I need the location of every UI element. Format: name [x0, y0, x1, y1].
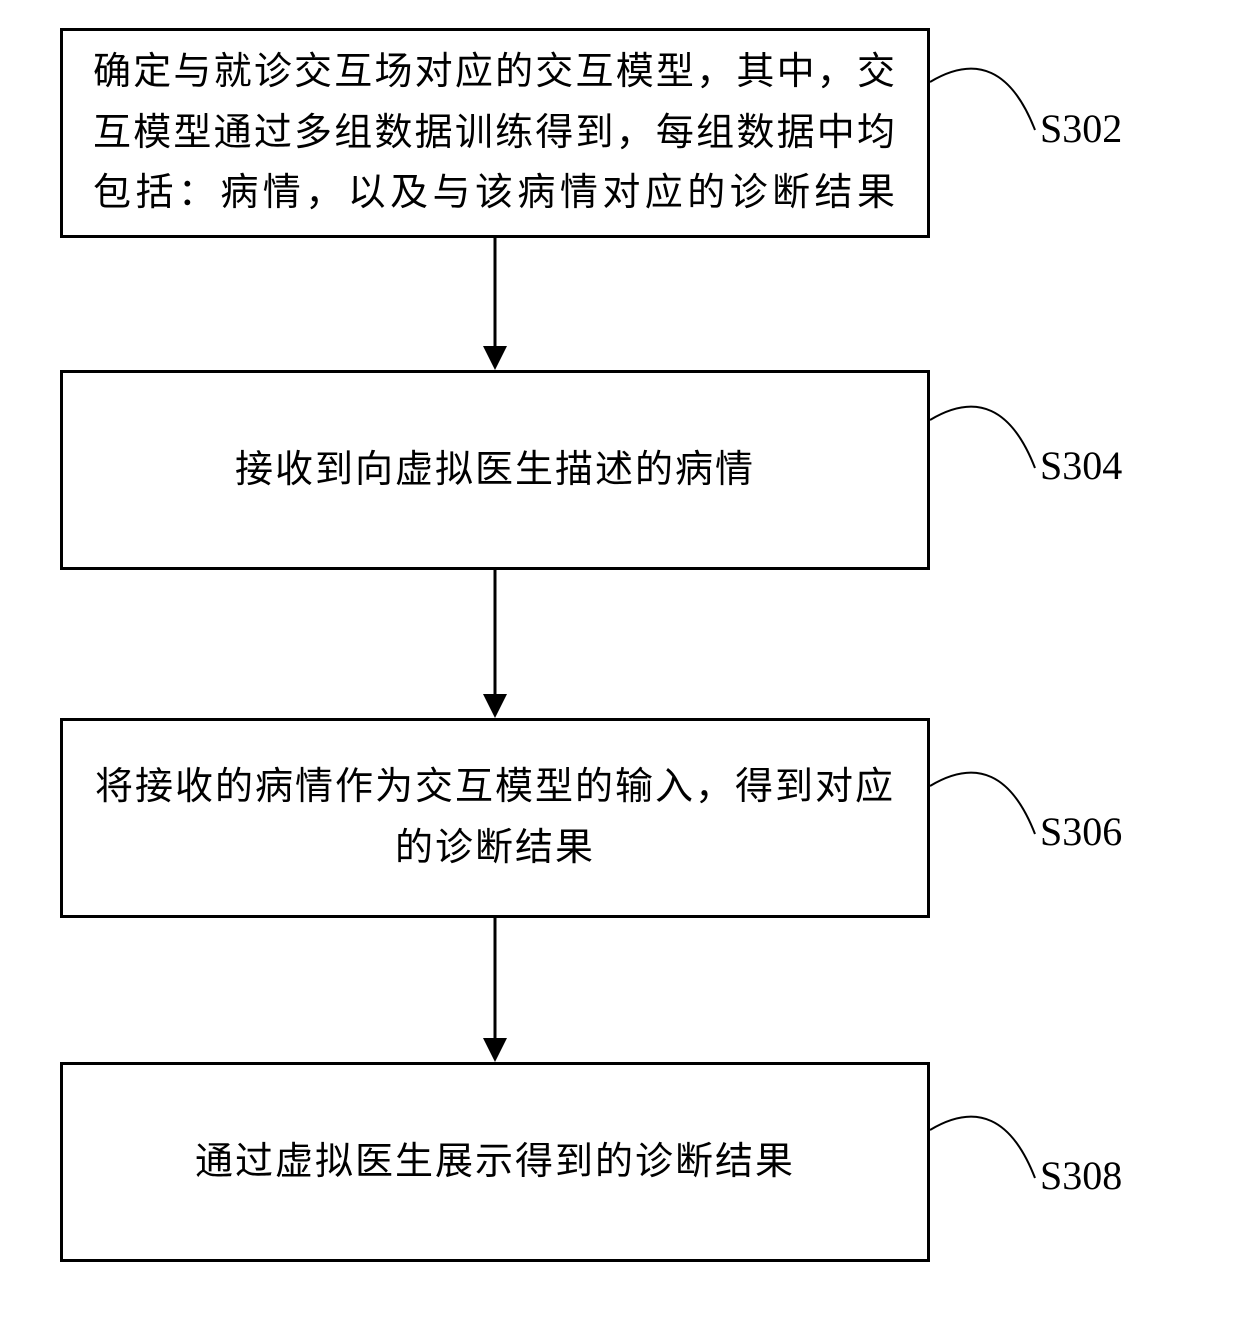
flowchart-canvas: 确定与就诊交互场对应的交互模型，其中，交互模型通过多组数据训练得到，每组数据中均…	[0, 0, 1233, 1328]
connector-4	[0, 0, 1233, 1328]
step-label-4: S308	[1040, 1152, 1122, 1199]
